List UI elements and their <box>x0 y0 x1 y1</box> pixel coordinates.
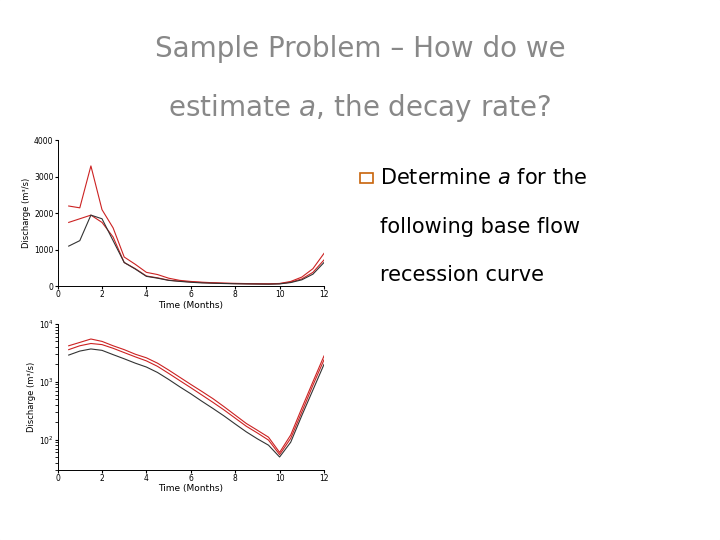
Text: recession curve: recession curve <box>380 265 544 286</box>
Y-axis label: Discharge (m³/s): Discharge (m³/s) <box>27 362 36 432</box>
Y-axis label: Discharge (m³/s): Discharge (m³/s) <box>22 178 31 248</box>
Text: following base flow: following base flow <box>380 217 580 237</box>
Text: estimate $a$, the decay rate?: estimate $a$, the decay rate? <box>168 92 552 124</box>
Text: Determine $a$ for the: Determine $a$ for the <box>380 168 588 188</box>
Text: Sample Problem – How do we: Sample Problem – How do we <box>155 35 565 63</box>
X-axis label: Time (Months): Time (Months) <box>158 484 223 494</box>
X-axis label: Time (Months): Time (Months) <box>158 301 223 310</box>
